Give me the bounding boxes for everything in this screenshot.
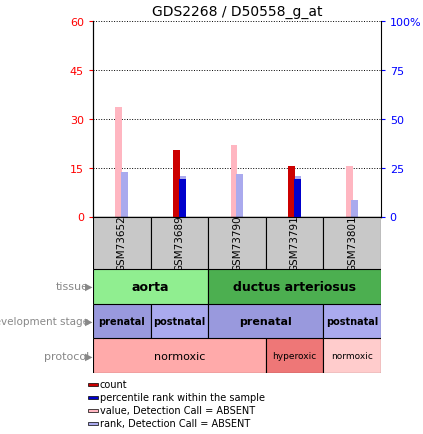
Bar xyxy=(294,176,301,217)
Text: prenatal: prenatal xyxy=(99,316,145,326)
Bar xyxy=(151,304,208,339)
Bar xyxy=(173,150,180,217)
Bar xyxy=(208,269,381,304)
Bar xyxy=(115,108,122,217)
Bar xyxy=(352,201,358,217)
Text: development stage: development stage xyxy=(0,316,89,326)
Text: GSM73801: GSM73801 xyxy=(347,215,357,271)
Text: rank, Detection Call = ABSENT: rank, Detection Call = ABSENT xyxy=(100,418,250,428)
Bar xyxy=(208,304,323,339)
Text: ▶: ▶ xyxy=(85,316,92,326)
Bar xyxy=(93,339,266,373)
Bar xyxy=(88,409,98,412)
Bar xyxy=(323,304,381,339)
Bar xyxy=(173,150,180,217)
Bar xyxy=(93,217,151,269)
Text: normoxic: normoxic xyxy=(154,351,205,361)
Bar xyxy=(151,217,208,269)
Bar xyxy=(88,383,98,386)
Text: normoxic: normoxic xyxy=(331,352,373,360)
Text: aorta: aorta xyxy=(132,280,169,293)
Text: ductus arteriosus: ductus arteriosus xyxy=(233,280,356,293)
Bar xyxy=(266,339,323,373)
Text: postnatal: postnatal xyxy=(326,316,378,326)
Bar xyxy=(93,304,151,339)
Bar xyxy=(88,396,98,399)
Bar xyxy=(208,217,266,269)
Bar xyxy=(179,180,186,217)
Text: GSM73652: GSM73652 xyxy=(117,215,127,271)
Text: value, Detection Call = ABSENT: value, Detection Call = ABSENT xyxy=(100,405,255,415)
Text: tissue: tissue xyxy=(56,282,89,291)
Bar xyxy=(294,180,301,217)
Text: percentile rank within the sample: percentile rank within the sample xyxy=(100,392,265,402)
Text: GSM73790: GSM73790 xyxy=(232,215,242,271)
Bar xyxy=(179,176,186,217)
Text: GSM73689: GSM73689 xyxy=(174,215,184,271)
Bar xyxy=(346,167,352,217)
Bar xyxy=(88,422,98,425)
Text: hyperoxic: hyperoxic xyxy=(272,352,316,360)
Bar xyxy=(288,167,295,217)
Text: prenatal: prenatal xyxy=(239,316,292,326)
Text: GSM73791: GSM73791 xyxy=(289,215,299,271)
Title: GDS2268 / D50558_g_at: GDS2268 / D50558_g_at xyxy=(151,5,322,19)
Bar xyxy=(266,217,323,269)
Text: postnatal: postnatal xyxy=(153,316,206,326)
Bar xyxy=(288,167,295,217)
Text: ▶: ▶ xyxy=(85,282,92,291)
Bar xyxy=(236,174,243,217)
Bar xyxy=(121,173,128,217)
Bar xyxy=(323,217,381,269)
Text: ▶: ▶ xyxy=(85,351,92,361)
Text: count: count xyxy=(100,379,127,389)
Bar xyxy=(93,269,208,304)
Bar xyxy=(323,339,381,373)
Bar xyxy=(231,145,237,217)
Text: protocol: protocol xyxy=(44,351,89,361)
